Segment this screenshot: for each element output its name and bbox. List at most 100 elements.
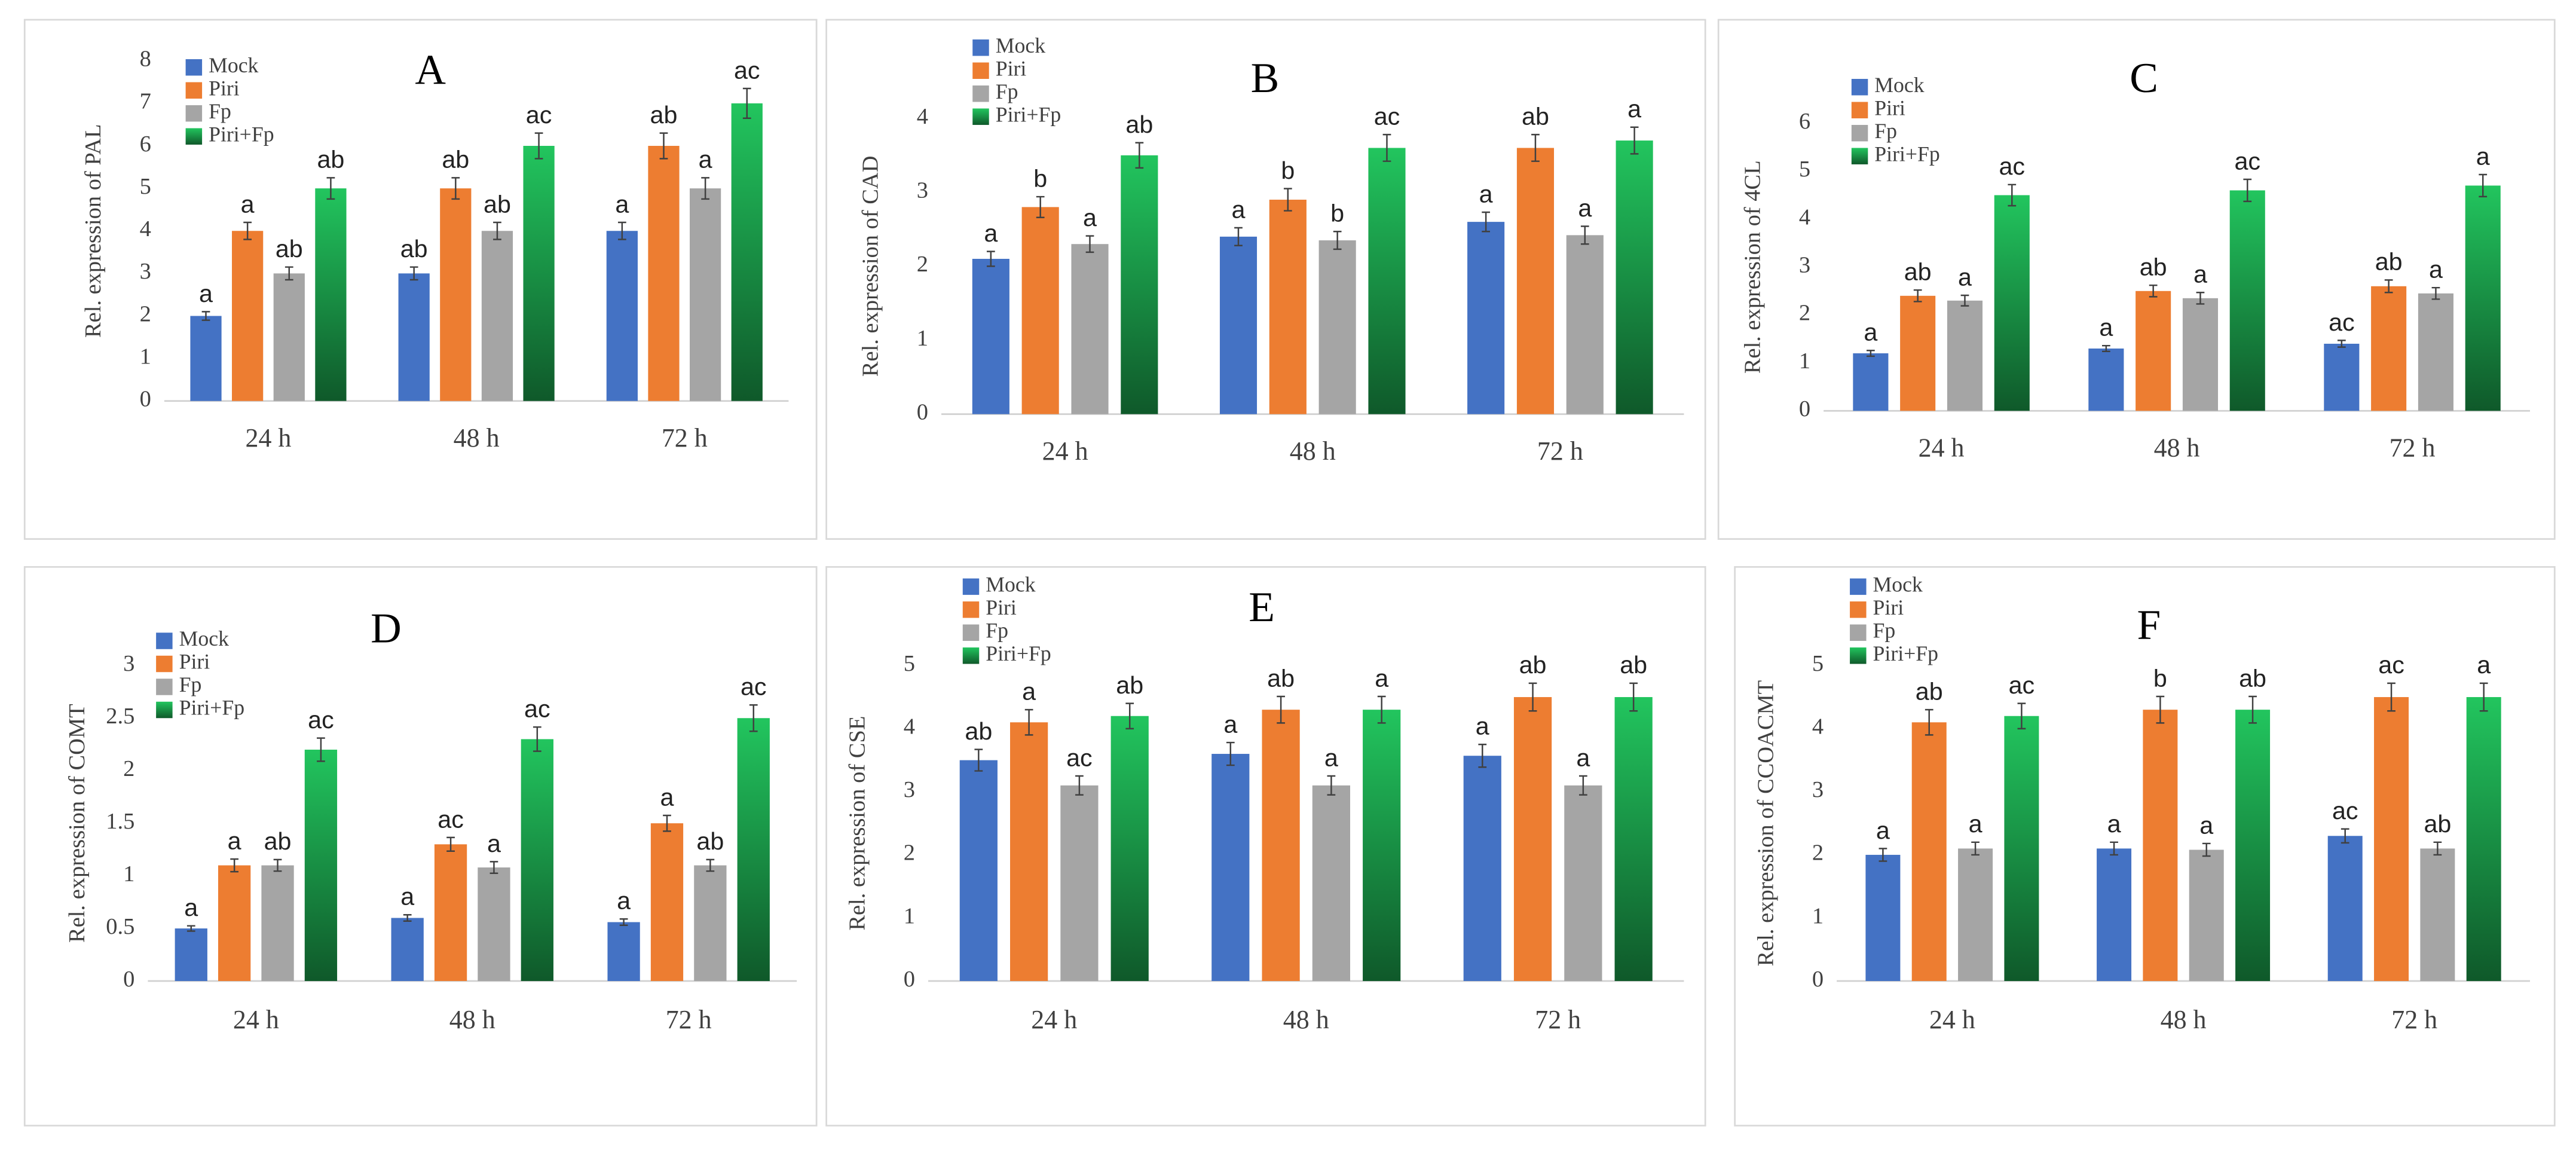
bar: [2327, 836, 2363, 982]
x-tick-label: 48 h: [2154, 433, 2200, 462]
y-tick-label: 0: [1799, 396, 1810, 421]
y-tick-label: 1: [123, 861, 134, 887]
bar: [1614, 697, 1653, 982]
error-bar: [663, 814, 671, 832]
bar: [2088, 349, 2124, 411]
legend-swatch: [1850, 624, 1867, 641]
x-tick-label: 24 h: [1031, 1005, 1077, 1034]
panel: 0 0.5 1 1.5 2 2.5 3 Rel. expression of COMT D 24 …: [23, 566, 818, 1127]
error-bar: [1234, 227, 1243, 246]
bar: [731, 103, 763, 401]
y-tick-label: 0.5: [106, 914, 134, 939]
error-bar: [2384, 279, 2393, 294]
significance-label: a: [199, 280, 213, 307]
significance-label: a: [2477, 651, 2491, 679]
bar: [2371, 286, 2407, 411]
error-bar: [409, 266, 418, 281]
error-bar: [201, 311, 210, 321]
error-bar: [2479, 173, 2488, 198]
legend-swatch: [185, 59, 203, 76]
bar: [1318, 240, 1356, 414]
y-tick-label: 1: [904, 903, 915, 928]
y-tick-label: 1: [1812, 903, 1824, 928]
legend-label: Piri: [209, 76, 240, 100]
error-bar: [2149, 284, 2158, 298]
y-tick-label: 0: [140, 387, 151, 412]
error-bar: [1125, 702, 1134, 730]
error-bar: [451, 177, 460, 200]
bar: [2420, 848, 2455, 982]
y-axis-label: Rel. expression of CCOACMT: [1753, 680, 1778, 967]
legend-label: Mock: [209, 53, 258, 77]
legend-swatch: [962, 647, 980, 664]
legend-label: Piri+Fp: [179, 696, 244, 720]
error-bar: [1531, 133, 1540, 162]
significance-label: ab: [2239, 664, 2266, 692]
legend-swatch: [156, 632, 173, 649]
error-bar: [986, 250, 995, 267]
error-bar: [742, 87, 751, 120]
y-tick-label: 2: [140, 301, 151, 326]
bar: [650, 823, 684, 982]
significance-label: a: [1864, 319, 1877, 346]
y-tick-label: 8: [140, 47, 151, 72]
x-tick-label: 48 h: [2161, 1005, 2207, 1034]
y-axis-label: Rel. expression of CAD: [858, 155, 883, 377]
significance-label: ab: [484, 190, 511, 218]
panel-frame: [1717, 19, 2556, 540]
error-bar: [2017, 702, 2026, 730]
error-bar: [974, 748, 983, 772]
bar: [434, 844, 467, 982]
significance-label: ab: [2375, 248, 2403, 276]
legend-swatch: [185, 82, 203, 99]
error-bar: [2479, 682, 2488, 712]
error-bar: [1377, 695, 1386, 724]
bar: [1566, 235, 1604, 414]
error-bar: [1135, 142, 1144, 169]
panel-frame: [1734, 566, 2556, 1127]
error-bar: [2008, 184, 2017, 207]
legend-swatch: [1851, 124, 1868, 142]
error-bar: [1629, 682, 1638, 712]
significance-label: a: [2099, 314, 2113, 341]
bar: [1853, 353, 1889, 411]
bar: [1269, 200, 1307, 414]
significance-label: ab: [276, 235, 303, 262]
significance-label: a: [241, 190, 255, 218]
y-tick-label: 1: [917, 326, 928, 351]
error-bar: [749, 704, 758, 732]
significance-label: ab: [1904, 258, 1932, 286]
y-tick-label: 1: [140, 344, 151, 369]
significance-label: a: [615, 190, 629, 218]
error-bar: [1478, 743, 1487, 768]
bar: [972, 258, 1009, 414]
bar: [190, 316, 222, 401]
bar: [232, 231, 264, 401]
error-bar: [1867, 349, 1875, 357]
significance-label: a: [1576, 744, 1590, 771]
panel-title: C: [2130, 54, 2158, 102]
y-tick-label: 5: [140, 174, 151, 199]
bar: [1947, 300, 1983, 411]
bar: [315, 188, 347, 401]
legend-swatch: [1850, 647, 1867, 664]
significance-label: a: [984, 219, 998, 247]
x-tick-label: 24 h: [1042, 436, 1088, 466]
bar: [1071, 244, 1109, 414]
significance-label: b: [1281, 157, 1295, 184]
significance-label: ab: [400, 235, 428, 262]
significance-label: ab: [264, 827, 292, 855]
bar: [261, 865, 294, 982]
significance-label: ab: [965, 717, 992, 745]
significance-label: ac: [438, 805, 464, 833]
bar: [521, 739, 553, 982]
x-tick-label: 72 h: [666, 1005, 712, 1034]
error-bar: [2431, 286, 2440, 300]
significance-label: a: [699, 146, 712, 173]
legend-label: Fp: [209, 99, 231, 123]
significance-label: a: [228, 827, 241, 854]
legend-label: Piri+Fp: [1873, 641, 1938, 665]
bar: [1616, 140, 1653, 414]
x-tick-label: 72 h: [2391, 1005, 2437, 1034]
